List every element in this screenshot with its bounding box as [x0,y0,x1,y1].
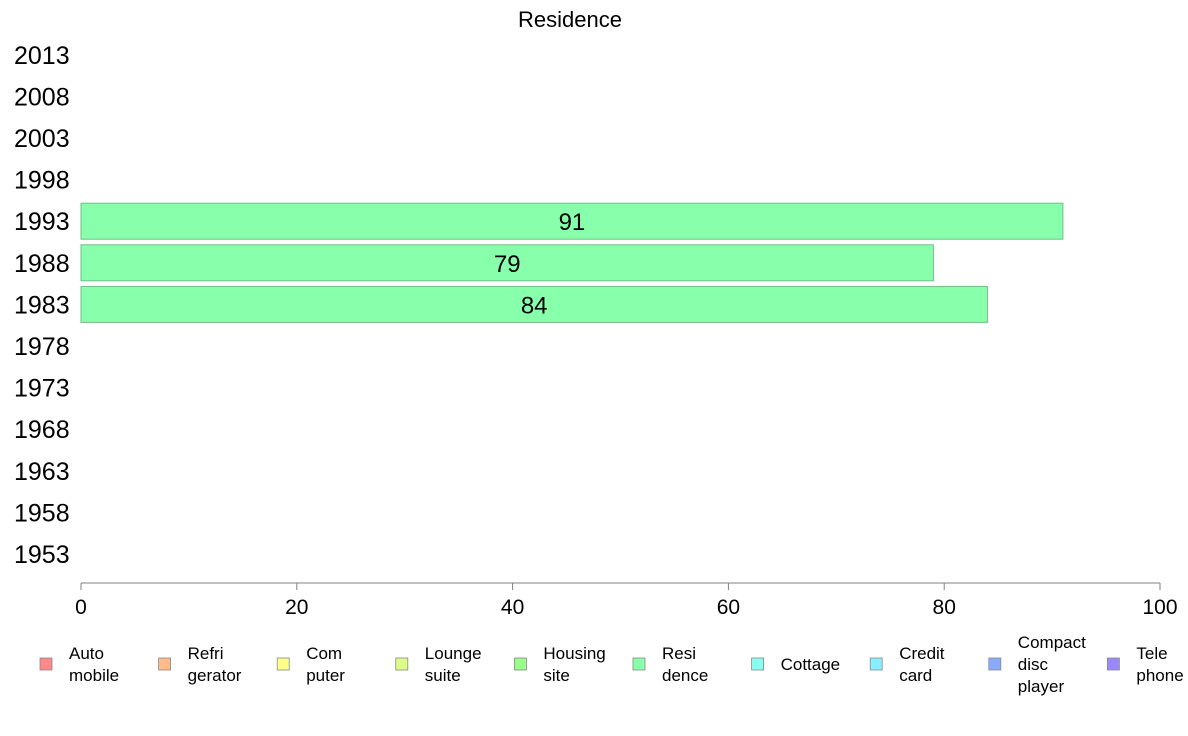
y-tick-label: 2003 [14,125,70,153]
y-tick-label: 1978 [14,333,70,361]
x-tick-label: 80 [933,596,956,619]
y-tick-label: 1953 [14,541,70,569]
legend-item: Lounge suite [395,644,482,685]
legend-item: Housing site [514,644,606,685]
legend-label: Compact disc player [1018,633,1086,696]
bar [80,202,1064,240]
y-tick-label: 1993 [14,208,70,236]
y-tick-label: 1973 [14,375,70,403]
legend: Auto mobile Refri gerator Com puter Lounge suit… [39,633,1184,696]
legend-item: Refri gerator [158,644,242,685]
bar [80,285,988,323]
legend-label: Tele phone [1136,644,1183,685]
legend-label: Cottage [781,655,841,674]
legend-label: Refri gerator [188,644,242,685]
legend-item: Resi dence [632,644,708,685]
legend-label: Auto mobile [69,644,119,685]
x-tick-label: 60 [717,596,740,619]
legend-swatch [276,657,290,671]
chart-title: Residence [518,7,622,32]
y-tick-label: 2008 [14,83,70,111]
legend-item: Tele phone [1107,644,1184,685]
y-tick-label: 2013 [14,42,70,70]
y-tick-label: 1988 [14,250,70,278]
legend-swatch [395,657,409,671]
legend-item: Compact disc player [988,633,1086,696]
legend-item: Credit card [869,644,945,685]
legend-swatch [1107,657,1120,671]
y-axis-tick-labels: 2013 2008 2003 1998 1993 1988 1983 1978 1973 1968… [14,42,70,569]
legend-item: Auto mobile [39,644,119,685]
legend-swatch [514,657,527,671]
y-tick-label: 1968 [14,416,70,444]
x-axis: 0 20 40 60 80 100 [75,582,1178,619]
legend-swatch [869,657,883,671]
x-tick-label: 100 [1142,596,1177,619]
legend-swatch [988,657,1002,671]
legend-item: Com puter [276,644,345,685]
legend-label: Lounge suite [425,644,482,685]
data-label: 79 [494,251,521,278]
legend-item: Cottage [751,655,841,674]
y-tick-label: 1983 [14,291,70,319]
legend-label: Resi dence [662,644,708,685]
x-tick-label: 0 [75,596,87,619]
legend-swatch [158,657,172,671]
y-tick-label: 1963 [14,458,70,486]
legend-label: Com puter [306,644,345,685]
bar [80,244,934,282]
data-label: 91 [559,209,586,236]
y-tick-label: 1958 [14,499,70,527]
legend-label: Housing site [543,644,605,685]
legend-label: Credit card [899,644,945,685]
legend-swatch [632,657,646,671]
y-tick-label: 1998 [14,167,70,195]
x-tick-label: 20 [285,596,308,619]
legend-swatch [751,657,764,671]
data-label: 84 [521,292,548,319]
legend-swatch [39,657,53,671]
x-tick-label: 40 [501,596,524,619]
